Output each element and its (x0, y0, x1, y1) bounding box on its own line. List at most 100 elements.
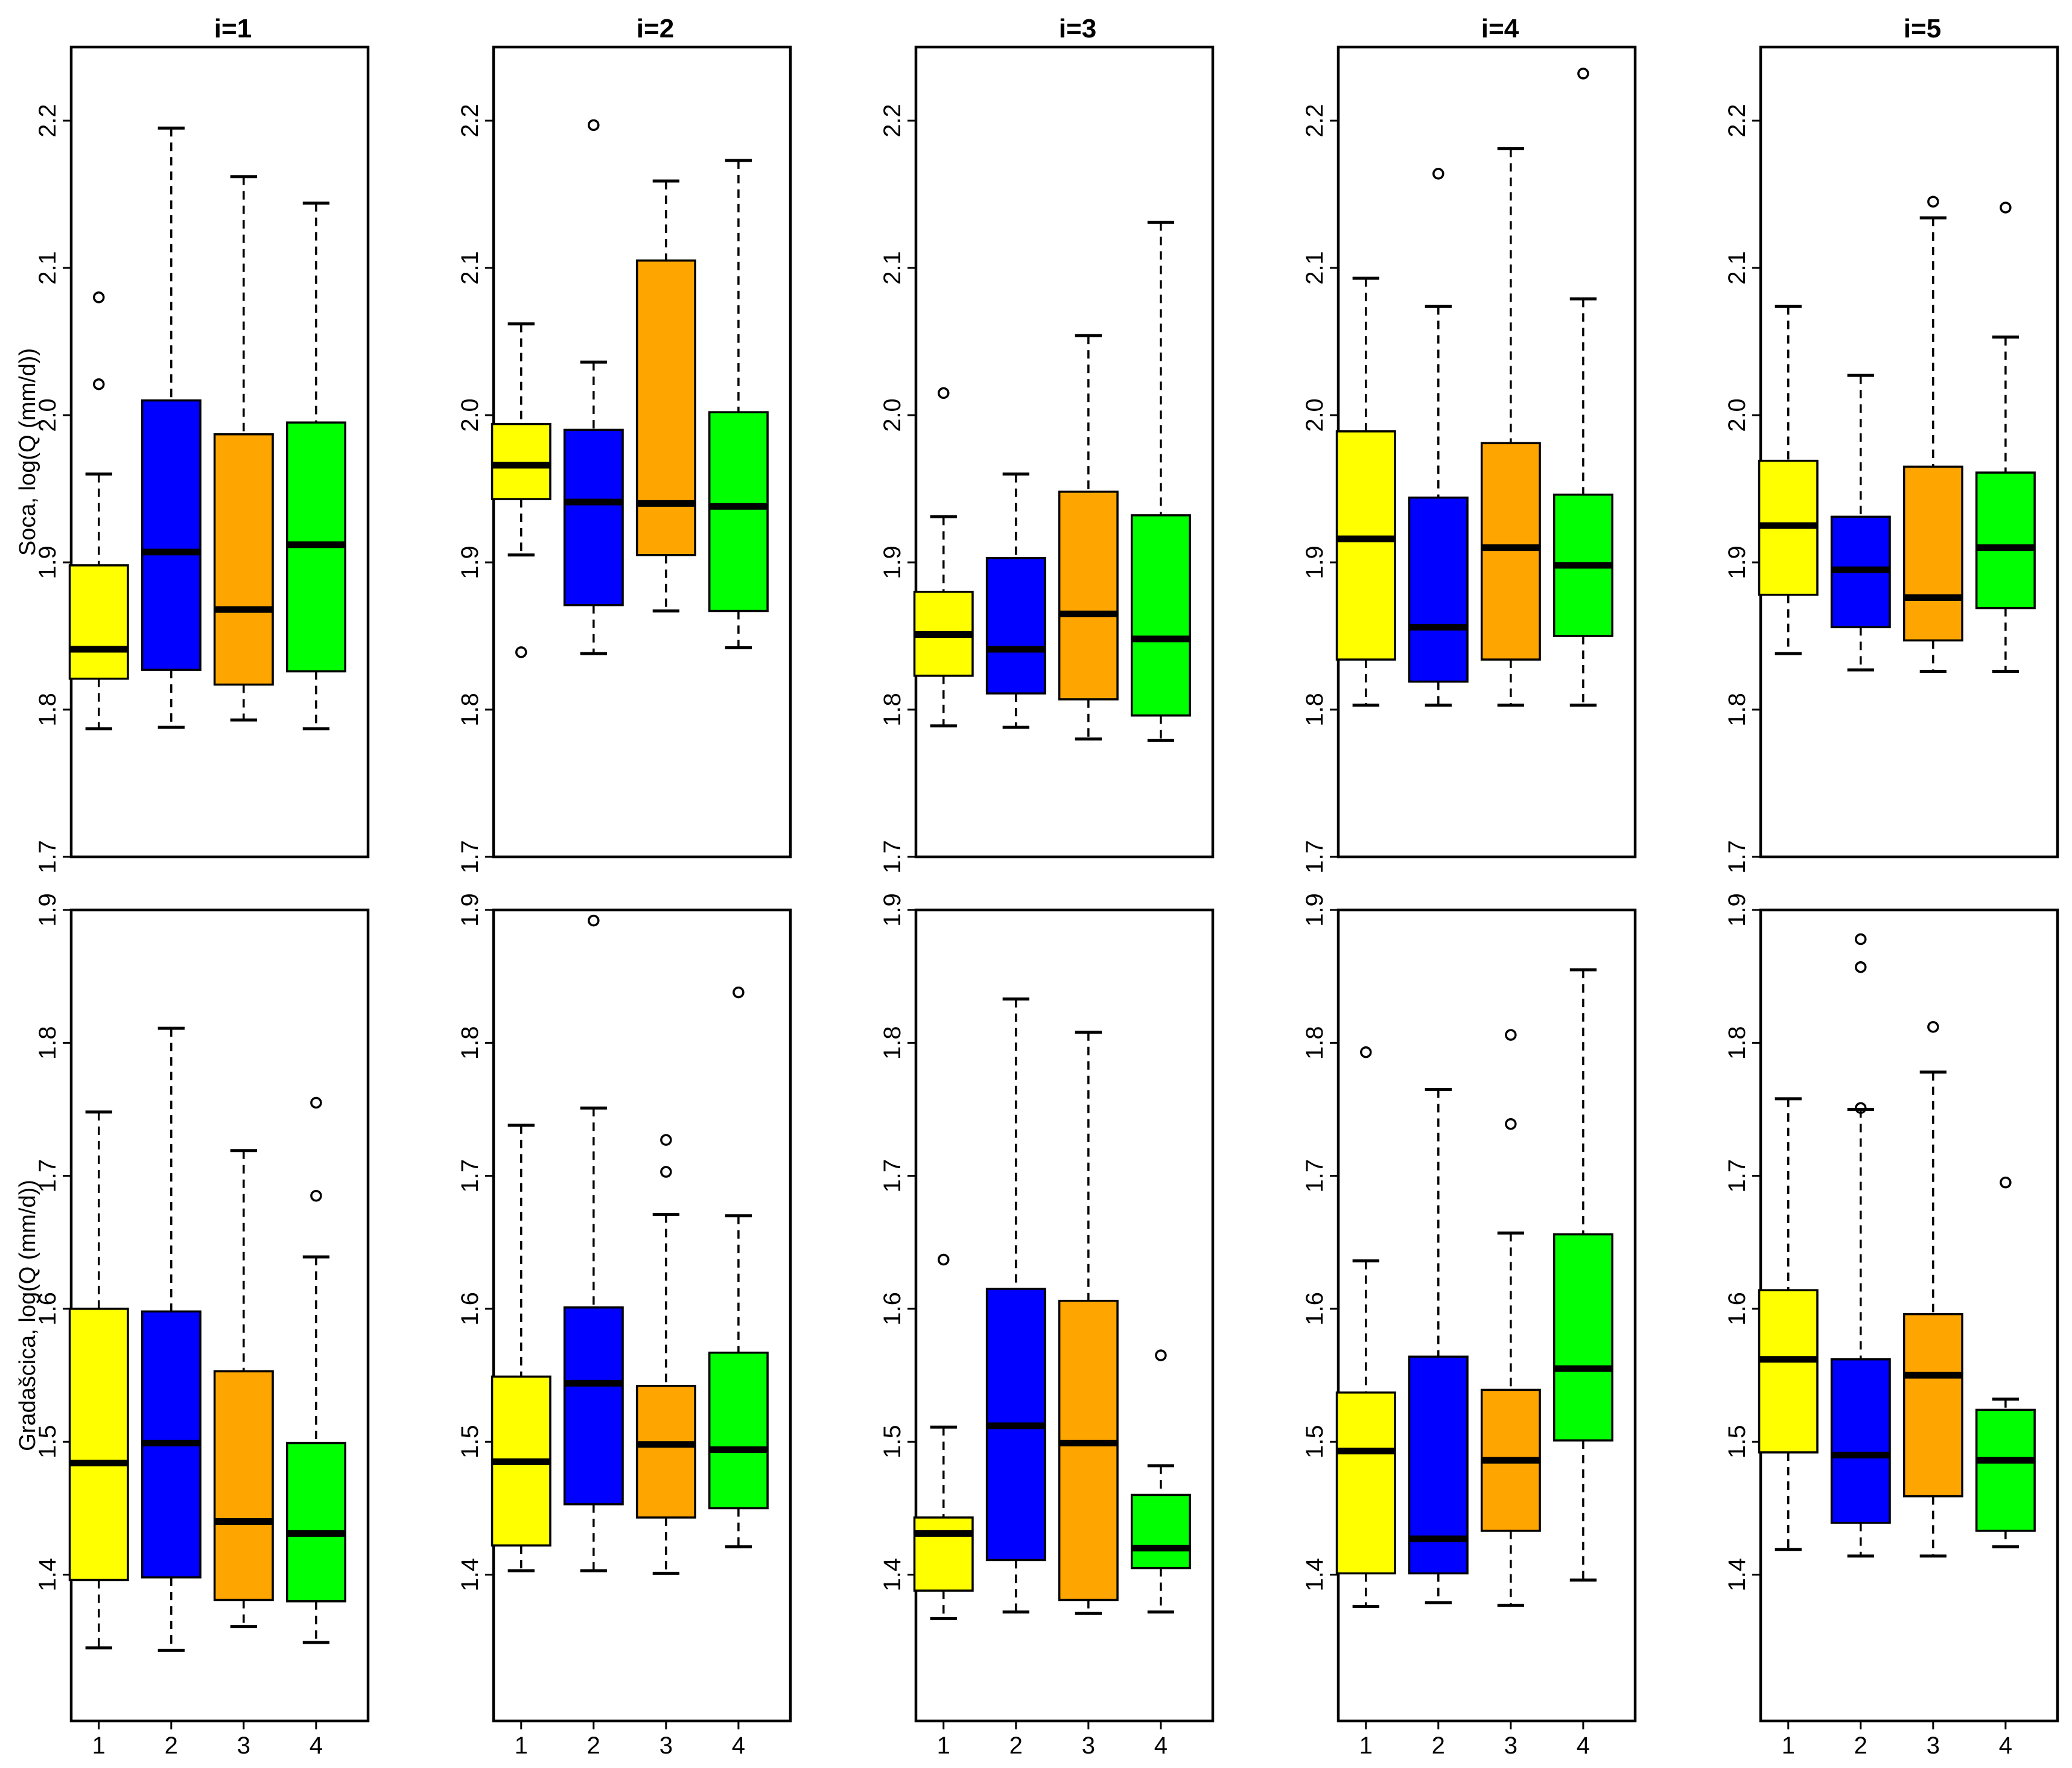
row-1-panel-4-box-2-outlier (1432, 168, 1444, 180)
row-2-panel-5-box-2-outlier (1855, 933, 1867, 946)
row-2-panel-4-ytick-label: 1.6 (1301, 1292, 1328, 1326)
row-2-panel-3-xtick-label: 1 (937, 1732, 950, 1759)
row-2-panel-5-box-2-outlier (1855, 1102, 1867, 1115)
row-2-panel-2-box-2-iqr (563, 1306, 624, 1506)
row-1-panel-2-ytick-label: 1.7 (457, 840, 483, 874)
row-2-panel-5-xtick-label: 4 (1999, 1732, 2012, 1759)
row-2-panel-3-box-4-outlier (1155, 1349, 1167, 1361)
row-1-panel-1-box-1-outlier (93, 378, 105, 390)
row-1-panel-1-box-3 (213, 175, 274, 722)
row-1-panel-5-ytick-label: 1.8 (1724, 693, 1750, 727)
row-1-panel-4-box-1 (1335, 276, 1396, 707)
row-2-panel-2-ytick-label: 1.9 (457, 893, 483, 927)
row-2-panel-1-box-4-outlier (310, 1096, 322, 1109)
row-1-panel-4-title: i=4 (1481, 14, 1519, 43)
row-1-panel-5-box-3 (1902, 196, 1963, 673)
row-1-panel-2-box-2 (563, 119, 624, 655)
row-2-panel-3-frame (914, 908, 1215, 1723)
row-1-panel-4-ytick-label: 2.2 (1301, 104, 1328, 138)
row-2-panel-1-box-4 (285, 1096, 346, 1644)
row-2-panel-2-box-3-outlier (660, 1134, 672, 1146)
row-1-panel-2-ytick-label: 1.9 (457, 545, 483, 579)
row-1-panel-1-ytick-label: 2.2 (34, 104, 61, 138)
row-1-panel-5-box-1 (1758, 304, 1819, 655)
row-1-panel-4-box-3-iqr (1480, 442, 1541, 661)
row-2-panel-3-ytick-label: 1.9 (879, 893, 906, 927)
row-2-panel-3-ytick-label: 1.8 (879, 1026, 906, 1060)
row-1-panel-3-ytick-label: 2.2 (879, 104, 906, 138)
row-2-panel-5-ytick-label: 1.8 (1724, 1026, 1750, 1060)
row-2-panel-1-ytick-label: 1.9 (34, 893, 61, 927)
row-2-panel-2-ytick-label: 1.6 (457, 1292, 483, 1326)
row-2-panel-3-box-4 (1130, 1349, 1191, 1614)
row-1-panel-1: i=1 1.7 1.8 1.9 2.0 2.1 2.2 (34, 14, 370, 874)
row-2-panel-3-ytick-label: 1.6 (879, 1292, 906, 1326)
row-1-panel-3-box-2-iqr (985, 556, 1046, 695)
row-2-panel-5-xtick-label: 1 (1782, 1732, 1795, 1759)
row-1-panel-3-box-2 (985, 472, 1046, 729)
row-2-panel-5-box-2 (1830, 933, 1891, 1558)
row-1-panel-1-box-4 (285, 202, 346, 731)
row-1-panel-4-box-1-iqr (1335, 430, 1396, 661)
row-1-panel-1-box-1-outlier (93, 291, 105, 304)
row-2-panel-1-ytick-label: 1.5 (34, 1425, 61, 1459)
row-2-panel-2-box-3 (635, 1134, 696, 1575)
row-2-panel-5-box-4 (1975, 1176, 2036, 1548)
row-1-panel-4-box-4-outlier (1577, 68, 1589, 80)
row-2-panel-1-ytick-label: 1.6 (34, 1292, 61, 1326)
row-2-panel-2-xtick-label: 2 (587, 1732, 600, 1759)
row-1-panel-2-box-1-iqr (491, 422, 551, 500)
row-1-panel-3-box-3 (1058, 334, 1119, 741)
row-1-panel-1-frame (69, 45, 370, 859)
row-1-panel-1-box-2 (141, 126, 202, 729)
row-2-panel-2-ytick-label: 1.7 (457, 1159, 483, 1193)
row-2-panel-4-box-4-iqr (1552, 1233, 1613, 1442)
row-1-panel-5-ytick-label: 1.9 (1724, 545, 1750, 579)
row-2-panel-5-box-2-outlier (1855, 961, 1867, 973)
row-1-panel-2: i=2 1.7 1.8 1.9 2.0 2.1 2.2 (457, 14, 792, 874)
row-1-panel-3-box-4 (1130, 220, 1191, 742)
row-2-panel-4-frame (1336, 908, 1637, 1723)
row-1-panel-3-ytick-label: 1.8 (879, 693, 906, 727)
row-2-panel-5-box-4-outlier (2000, 1176, 2012, 1189)
row-2-panel-5-ytick-label: 1.5 (1724, 1425, 1750, 1459)
row-2-panel-4-box-2 (1408, 1087, 1469, 1604)
row-1-panel-1-ytick-label: 2.1 (34, 251, 61, 285)
row-2-panel-5-ytick-label: 1.4 (1724, 1558, 1750, 1592)
row-2-panel-1-xtick-label: 2 (165, 1732, 178, 1759)
row-2-panel-3-box-1-iqr (913, 1516, 974, 1592)
row-1-panel-4-ytick-label: 1.7 (1301, 840, 1328, 874)
row-1-panel-4-ytick-label: 2.0 (1301, 398, 1328, 432)
row-1-panel-3-ytick-label: 2.1 (879, 251, 906, 285)
row-2-panel-2-box-1 (491, 1124, 551, 1572)
row-2-panel-3-box-3-iqr (1058, 1300, 1119, 1601)
row-2-panel-4-ytick-label: 1.5 (1301, 1425, 1328, 1459)
row-2-panel-3-box-1-outlier (938, 1253, 950, 1266)
row-1-panel-5-box-4-iqr (1975, 471, 2036, 609)
row-2-panel-5-xtick-label: 2 (1854, 1732, 1867, 1759)
row-2-panel-4-box-1-iqr (1335, 1391, 1396, 1575)
row-2-panel-2-box-4-outlier (733, 986, 745, 999)
row-1-panel-4-ytick-label: 1.9 (1301, 545, 1328, 579)
row-2-panel-2-xtick-label: 3 (659, 1732, 673, 1759)
row-2-panel-5-box-2-iqr (1830, 1358, 1891, 1524)
row-1-panel-2-box-3 (635, 179, 696, 613)
row-1-panel-1-ytick-label: 2.0 (34, 398, 61, 432)
row-1-panel-4: i=4 1.7 1.8 1.9 2.0 2.1 2.2 (1301, 14, 1637, 874)
row-1-panel-2-ytick-label: 2.2 (457, 104, 483, 138)
row-2-panel-4-box-3-outlier (1505, 1118, 1517, 1130)
row-1-panel-5: i=5 1.7 1.8 1.9 2.0 2.1 2.2 (1724, 14, 2059, 874)
row-1-panel-2-box-2-outlier (588, 119, 600, 132)
row-2-panel-3: 1.4 1.5 1.6 1.7 1.8 1.9 1 2 3 4 (879, 893, 1215, 1759)
row-1-panel-2-box-1 (491, 322, 551, 658)
row-1-panel-3-ytick-label: 1.7 (879, 840, 906, 874)
row-1-panel-3-ytick-label: 2.0 (879, 398, 906, 432)
row-2-panel-4-xtick-label: 1 (1359, 1732, 1373, 1759)
row-1-panel-5-ytick-label: 2.0 (1724, 398, 1750, 432)
row-1-panel-5-box-4 (1975, 202, 2036, 673)
row-2-panel-1-box-1 (68, 1110, 129, 1650)
row-1-panel-2-ytick-label: 2.1 (457, 251, 483, 285)
row-1-panel-5-box-4-outlier (2000, 202, 2012, 214)
row-2-panel-2: 1.4 1.5 1.6 1.7 1.8 1.9 1 2 3 4 (457, 893, 792, 1759)
